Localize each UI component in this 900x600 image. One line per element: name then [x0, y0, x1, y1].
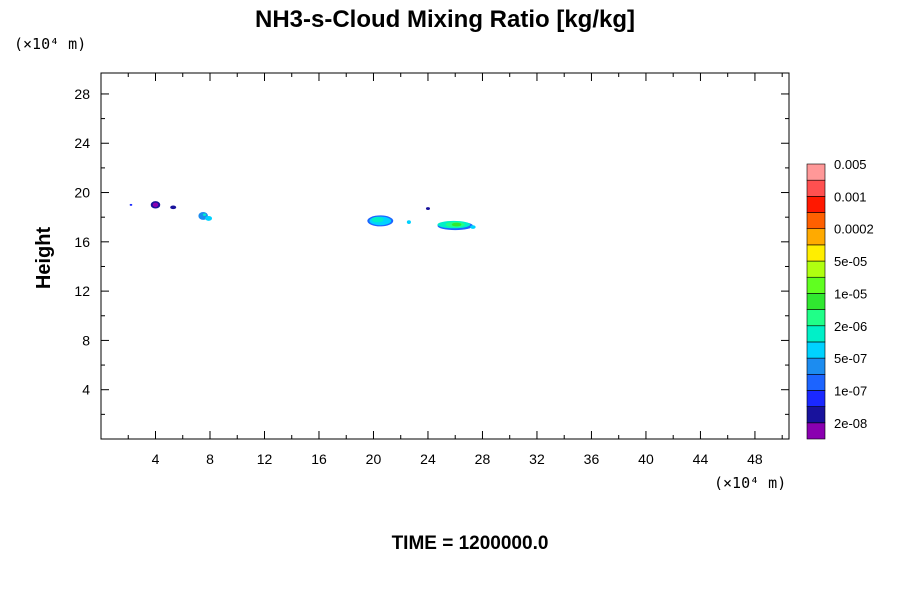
y-tick-label-6: 28: [74, 86, 90, 102]
y-tick-label-4: 20: [74, 185, 90, 201]
time-label: TIME = 1200000.0: [392, 533, 549, 554]
y-tick-label-1: 8: [82, 332, 90, 348]
colorbar-swatch-5: [806, 341, 826, 359]
cloud-blob-16: [470, 225, 476, 229]
cloud-blob-3: [170, 205, 177, 210]
cloud-blob-15: [451, 222, 462, 227]
y-tick-label-0: 4: [82, 382, 90, 398]
colorbar-swatch-15: [806, 179, 826, 197]
x-tick-label-7: 32: [529, 451, 545, 467]
colorbar-label-3: 2e-06: [834, 319, 867, 334]
chart-title: NH3-s-Cloud Mixing Ratio [kg/kg]: [255, 6, 635, 33]
x-tick-label-10: 44: [693, 451, 709, 467]
colorbar-label-8: 0.005: [834, 157, 867, 172]
x-tick-label-11: 48: [747, 451, 763, 467]
colorbar-swatch-13: [806, 212, 826, 230]
colorbar-swatch-16: [806, 163, 826, 181]
colorbar-label-2: 5e-07: [834, 351, 867, 366]
cloud-blob-11: [425, 207, 431, 211]
x-tick-label-1: 8: [206, 451, 214, 467]
x-tick-label-4: 20: [366, 451, 382, 467]
data-layer: [129, 201, 476, 231]
x-tick-label-2: 12: [257, 451, 273, 467]
y-axis-label: Height: [33, 227, 55, 290]
colorbar-label-5: 5e-05: [834, 254, 867, 269]
plot-frame: [100, 72, 790, 440]
x-tick-label-8: 36: [584, 451, 600, 467]
colorbar-swatch-2: [806, 390, 826, 407]
colorbar-swatch-0: [806, 422, 826, 440]
x-axis-unit: (×10⁴ m): [714, 474, 786, 492]
colorbar: 2e-08 1e-07 5e-07 2e-06 1e-05 5e-05 0.0002 0.00…: [806, 157, 874, 440]
colorbar-swatch-4: [806, 357, 826, 375]
colorbar-swatch-8: [806, 293, 826, 310]
x-tick-label-3: 16: [311, 451, 327, 467]
y-tick-label-3: 16: [74, 234, 90, 250]
colorbar-swatch-9: [806, 276, 826, 294]
cloud-blob-0: [129, 203, 133, 206]
cloud-blob-5: [205, 215, 213, 221]
x-tick-label-5: 24: [420, 451, 436, 467]
cloud-blob-10: [406, 220, 411, 224]
cloud-blob-6: [202, 213, 207, 216]
colorbar-swatch-14: [806, 196, 826, 213]
colorbar-swatch-10: [806, 260, 826, 278]
colorbar-label-1: 1e-07: [834, 383, 867, 398]
colorbar-swatch-7: [806, 309, 826, 327]
x-tick-label-6: 28: [475, 451, 491, 467]
x-tick-label-0: 4: [152, 451, 160, 467]
cloud-blob-9: [371, 216, 384, 223]
colorbar-label-0: 2e-08: [834, 416, 867, 431]
colorbar-label-6: 0.0002: [834, 222, 874, 237]
y-tick-label-2: 12: [74, 283, 90, 299]
colorbar-swatch-11: [806, 244, 826, 262]
colorbar-swatch-1: [806, 406, 826, 424]
colorbar-swatch-6: [806, 325, 826, 343]
x-tick-label-9: 40: [638, 451, 654, 467]
cloud-blob-2: [152, 202, 159, 208]
colorbar-label-4: 1e-05: [834, 286, 867, 301]
y-tick-label-5: 24: [74, 135, 90, 151]
colorbar-swatch-3: [806, 373, 826, 391]
colorbar-label-7: 0.001: [834, 189, 867, 204]
colorbar-swatch-12: [806, 228, 826, 246]
y-axis-unit: (×10⁴ m): [14, 35, 86, 53]
